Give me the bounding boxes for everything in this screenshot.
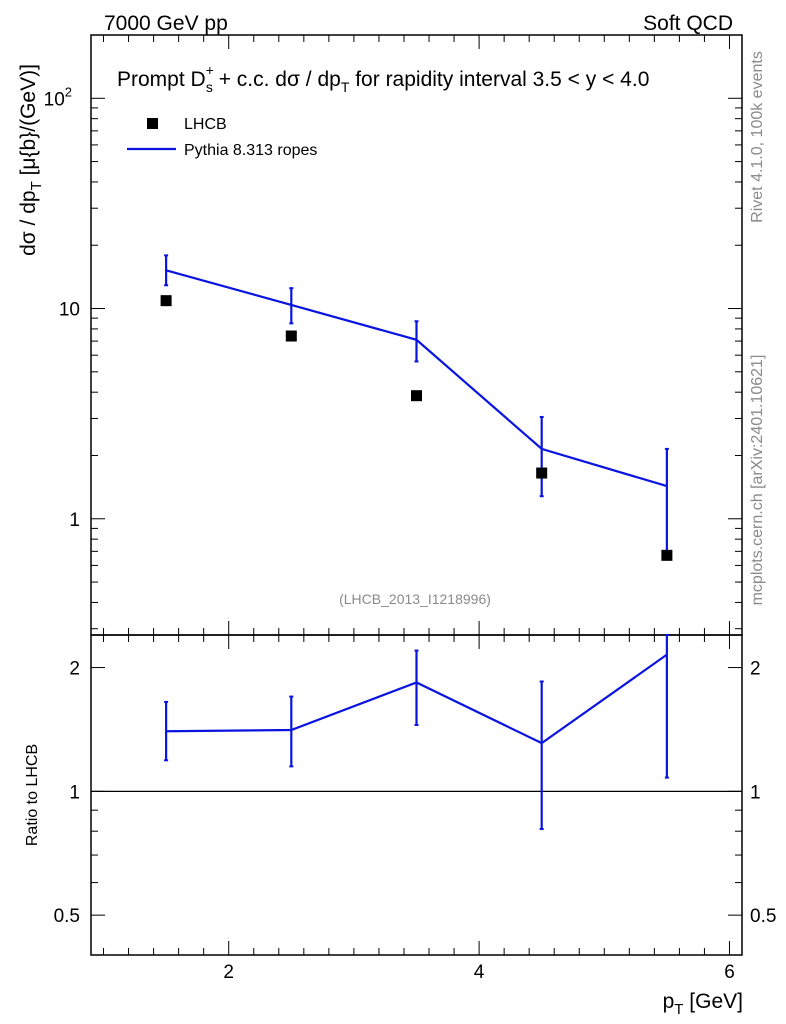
ratio-ytick-label-right: 2 (750, 659, 761, 680)
ratio-ytick-label-right: 1 (750, 782, 761, 803)
legend-data-label: LHCB (184, 116, 227, 133)
main-ytick-label: 102 (44, 84, 72, 110)
side-label-mcplots: mcplots.cern.ch [arXiv:2401.10621] (749, 355, 766, 606)
xtick-label: 2 (223, 962, 234, 983)
main-ylabel-main: dσ / dp (17, 190, 40, 256)
main-marks (160, 254, 673, 561)
main-ylabel: dσ / dpT [μ{b}/(GeV)] (17, 64, 45, 256)
xlabel-main: p (663, 990, 675, 1013)
ratio-ticks: 2 4 6 0.5 0.5 1 1 2 2 (54, 635, 776, 983)
ratio-frame (90, 634, 743, 956)
analysis-watermark: (LHCB_2013_I1218996) (339, 591, 491, 607)
ratio-panel: 2 4 6 0.5 0.5 1 1 2 2 Ratio to LHCB pT [GeV] (24, 634, 776, 1018)
xtick-label: 4 (474, 962, 485, 983)
title-sub: s (206, 79, 213, 95)
header-right: Soft QCD (643, 12, 733, 35)
main-ytick-label: 10 (59, 300, 80, 321)
title-tail: for rapidity interval 3.5 < y < 4.0 (349, 68, 649, 91)
title-prefix: Prompt D (117, 68, 206, 91)
ratio-ytick-label: 0.5 (54, 906, 80, 927)
ratio-ylabel: Ratio to LHCB (24, 744, 41, 846)
title-rest-sub: T (341, 79, 350, 95)
mc-line (165, 269, 668, 488)
main-ylabel-tail: [μ{b}/(GeV)] (17, 64, 40, 181)
xlabel-sub: T (674, 1001, 683, 1018)
ratio-ytick-label: 1 (69, 782, 80, 803)
ratio-ytick-label-right: 0.5 (750, 906, 776, 927)
xtick-label: 6 (724, 962, 735, 983)
title-sup: + (206, 62, 214, 78)
main-ytick-label: 1 (69, 510, 80, 531)
header-left: 7000 GeV pp (104, 12, 228, 35)
lhcb-data-point (661, 549, 673, 561)
side-label-rivet: Rivet 4.1.0, 100k events (749, 51, 766, 223)
xlabel-tail: [GeV] (683, 990, 743, 1013)
legend-data-marker (147, 118, 158, 129)
lhcb-data-point (536, 467, 548, 479)
legend-mc-label: Pythia 8.313 ropes (184, 142, 317, 159)
main-ylabel-sub: T (28, 181, 45, 190)
ratio-ytick-label: 2 (69, 659, 80, 680)
lhcb-data-point (285, 330, 297, 342)
plot-title: Prompt D+ s + c.c. dσ / dpT for rapidity … (117, 62, 649, 95)
ratio-xlabel: pT [GeV] (663, 990, 743, 1018)
title-rest: + c.c. dσ / dp (213, 68, 341, 91)
lhcb-data-point (160, 295, 172, 307)
lhcb-data-point (411, 390, 422, 402)
main-ticks: 1 10 102 (44, 34, 742, 635)
ratio-marks (164, 634, 669, 830)
